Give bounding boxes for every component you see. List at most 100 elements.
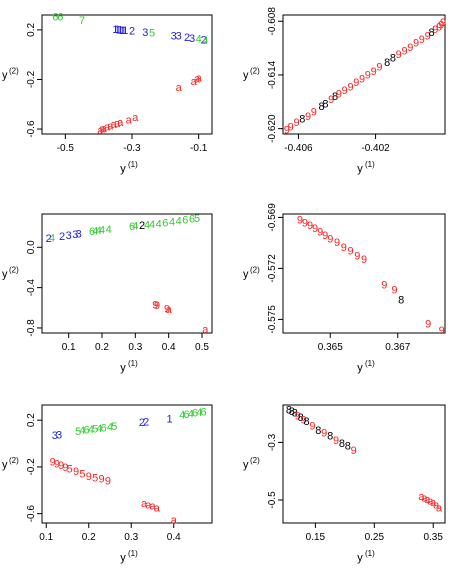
data-point: 8 [286,405,292,417]
data-point: 4 [132,221,138,233]
y-tick-label: -0.5 [267,491,278,509]
data-point: a [171,515,178,527]
data-point: 8 [304,416,310,428]
plot-frame [41,14,213,135]
data-point: 9 [288,122,294,134]
x-axis-label: y [120,362,126,374]
data-point: 8 [384,57,390,69]
data-point: 4 [196,34,202,46]
data-point: 6 [57,11,63,23]
data-point: 9 [432,24,438,36]
data-point: 9 [401,46,407,58]
data-point: 9 [333,435,339,447]
data-point: 4 [106,224,112,236]
data-point: a [126,114,133,126]
data-point: 9 [391,284,397,296]
data-point: 9 [341,242,347,254]
data-point: a [176,82,183,94]
data-point: 5 [92,423,98,435]
data-point: 2 [139,220,145,232]
data-point: 9 [302,217,308,229]
data-point: a [424,494,431,506]
data-point: 6 [200,407,206,419]
data-point: 2 [143,416,149,428]
data-point: 9 [347,245,353,257]
x-axis-label-superscript: (1) [128,549,138,558]
data-point: a [101,123,108,135]
data-point: 4 [96,225,102,237]
data-point: 8 [319,101,325,113]
data-point: 1 [112,24,118,36]
data-point: 8 [339,438,345,450]
y-axis-label-superscript: (2) [9,67,19,76]
x-axis-label-superscript: (1) [365,549,375,558]
data-point: 5 [194,213,200,225]
data-point: 1 [119,25,125,37]
y-tick-label: -0.8 [26,319,37,337]
data-point: a [111,119,118,131]
data-point: a [418,491,425,503]
data-point: 6 [192,408,198,420]
data-point: 9 [440,17,446,29]
data-point: 9 [311,106,317,118]
data-point: 8 [289,406,295,418]
data-point: 4 [149,219,155,231]
data-point: 2 [129,26,135,38]
data-point: 2 [139,417,145,429]
data-point: a [99,124,106,136]
x-axis-label-superscript: (1) [365,359,375,368]
y-axis-label: y [243,269,249,281]
x-axis-label-superscript: (1) [128,359,138,368]
data-point: 6 [182,214,188,226]
data-point: 4 [188,408,194,420]
data-point: 6 [162,217,168,229]
y-tick-label: -0.6 [26,120,37,138]
data-point: 9 [321,428,327,440]
data-point: 4 [144,220,150,232]
x-tick-label: 0.367 [385,342,410,353]
data-point: 9 [322,230,328,242]
data-point: 2 [59,231,65,243]
data-point: 3 [189,33,195,45]
data-point: 9 [351,445,357,457]
data-point: 6 [189,213,195,225]
data-point: 9 [327,233,333,245]
x-tick-label: 0.2 [95,342,109,353]
x-tick-label: 0.4 [162,342,176,353]
x-tick-label: -0.406 [284,143,313,154]
data-point: 9 [295,410,301,422]
x-tick-label: 0.3 [128,342,142,353]
data-point: 8 [428,27,434,39]
plot-frame [282,213,446,334]
data-point: 9 [438,20,444,32]
y-tick-label: -0.614 [267,60,278,89]
data-point: 9 [293,117,299,129]
data-point: a [191,76,198,88]
data-point: 1 [116,24,122,36]
x-axis-label: y [120,552,126,564]
y-tick-label: -0.6 [26,505,37,523]
y-axis-label-superscript: (2) [250,456,260,465]
y-axis-label: y [2,269,8,281]
data-point: 8 [345,441,351,453]
data-point: 9 [413,38,419,50]
data-point: 3 [52,430,58,442]
data-point: 9 [58,460,64,472]
x-tick-label: -0.3 [123,143,141,154]
data-point: 9 [342,85,348,97]
data-point: 3 [76,229,82,241]
data-point: 3 [72,229,78,241]
x-tick-label: 0.1 [62,342,76,353]
data-point: 6 [89,226,95,238]
data-point: 9 [439,325,445,337]
data-point: 4 [88,424,94,436]
data-point: a [433,500,440,512]
data-point: 1 [122,25,128,37]
data-point: a [430,497,437,509]
data-point: 9 [98,474,104,486]
data-point: 9 [297,215,303,227]
data-point: a [132,112,139,124]
